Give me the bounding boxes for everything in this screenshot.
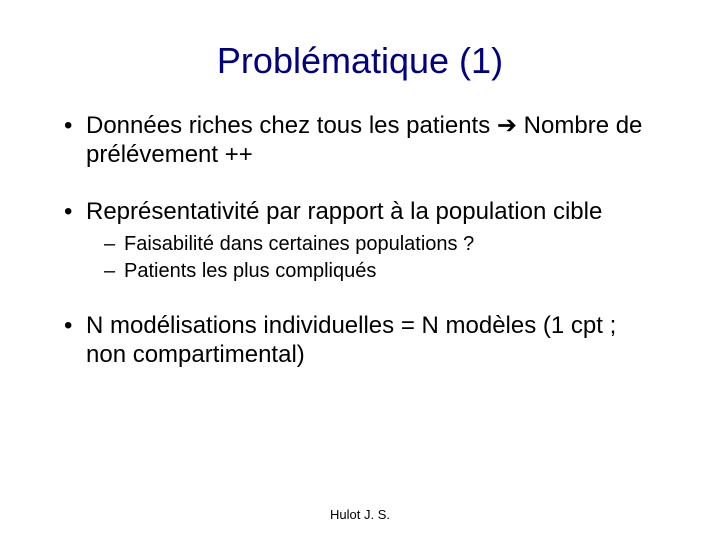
- footer-author: Hulot J. S.: [0, 507, 720, 522]
- slide-title: Problématique (1): [60, 40, 660, 82]
- arrow-icon: ➔: [497, 112, 517, 139]
- sub-bullet-list: Faisabilité dans certaines populations ?…: [104, 232, 660, 284]
- bullet-text: Données riches chez tous les patients: [86, 112, 497, 139]
- slide: Problématique (1) Données riches chez to…: [0, 0, 720, 540]
- bullet-item: Données riches chez tous les patients ➔ …: [60, 112, 660, 170]
- sub-bullet-item: Faisabilité dans certaines populations ?: [104, 232, 660, 257]
- sub-bullet-item: Patients les plus compliqués: [104, 259, 660, 284]
- bullet-text: N modélisations individuelles = N modèle…: [86, 312, 616, 368]
- bullet-item: N modélisations individuelles = N modèle…: [60, 312, 660, 370]
- bullet-list: Données riches chez tous les patients ➔ …: [60, 112, 660, 370]
- bullet-text: Représentativité par rapport à la popula…: [86, 198, 602, 225]
- bullet-item: Représentativité par rapport à la popula…: [60, 198, 660, 285]
